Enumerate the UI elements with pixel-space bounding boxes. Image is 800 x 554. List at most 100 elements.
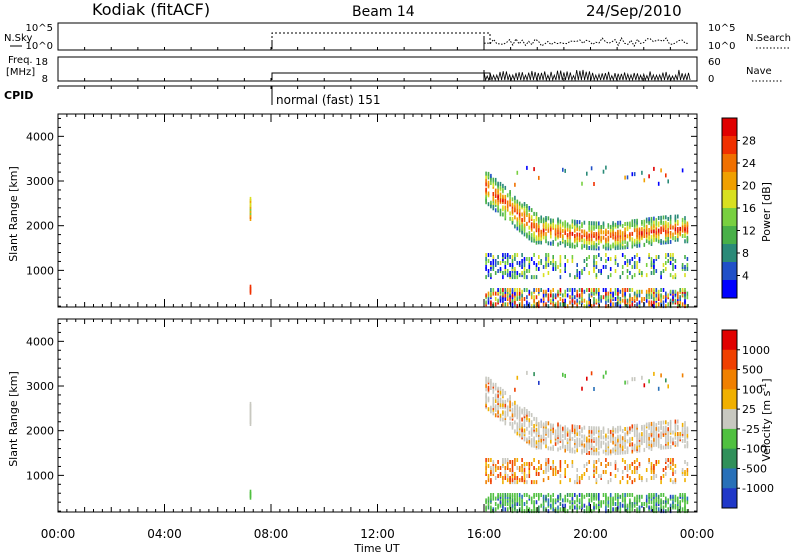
power-cell: [564, 263, 566, 267]
power-cell: [552, 218, 554, 223]
velocity-cell: [559, 480, 562, 485]
power-cell: [578, 293, 581, 298]
velocity-cell: [559, 424, 562, 429]
power-cell: [605, 259, 607, 263]
velocity-cell: [667, 421, 669, 426]
power-cell: [583, 267, 586, 271]
velocity-cell: [497, 466, 499, 470]
velocity-cell: [516, 458, 519, 462]
power-cell: [667, 179, 669, 184]
power-cell: [621, 234, 624, 239]
velocity-cell: [643, 383, 646, 388]
power-cell: [485, 178, 487, 183]
velocity-cell: [600, 430, 602, 434]
power-cell: [578, 275, 581, 280]
velocity-cell: [609, 500, 612, 505]
velocity-cell: [535, 468, 538, 472]
power-cell: [684, 273, 686, 278]
velocity-cell: [509, 468, 511, 472]
power-cell: [641, 271, 643, 275]
power-cell: [684, 223, 686, 228]
velocity-cell: [523, 407, 526, 411]
power-cell: [600, 257, 602, 261]
velocity-cell: [554, 432, 557, 437]
power-cell: [516, 297, 519, 301]
velocity-cell: [643, 502, 646, 506]
velocity-cell: [485, 505, 487, 510]
power-cell: [662, 300, 665, 305]
power-cell: [638, 269, 641, 273]
velocity-cell: [621, 445, 624, 450]
power-cell: [598, 232, 600, 237]
power-cell: [509, 190, 511, 194]
velocity-cell: [514, 404, 516, 409]
velocity-cell: [605, 464, 607, 468]
power-cell: [521, 302, 523, 307]
velocity-cell: [609, 429, 612, 434]
power-cell: [624, 236, 626, 241]
power-cell: [581, 229, 583, 234]
power-cell: [609, 232, 612, 236]
velocity-cell: [521, 503, 523, 508]
power-cell: [533, 167, 535, 172]
velocity-cell: [624, 503, 626, 508]
velocity-cell: [557, 429, 559, 434]
velocity-cell: [550, 494, 552, 499]
velocity-cell: [653, 437, 655, 442]
power-cell: [626, 288, 629, 292]
velocity-cell: [612, 507, 614, 512]
velocity-cell: [514, 420, 516, 425]
velocity-cell: [609, 462, 612, 466]
power-cell: [665, 229, 667, 234]
velocity-cell: [617, 468, 619, 472]
power-cell: [677, 295, 679, 300]
velocity-cell: [487, 478, 490, 483]
velocity-cell: [636, 466, 638, 470]
power-cell: [535, 263, 538, 267]
power-cell: [636, 233, 638, 238]
power-cell: [518, 288, 521, 292]
velocity-cell: [557, 509, 559, 514]
y-tick-label: 1000: [26, 469, 54, 482]
velocity-cell: [506, 507, 509, 512]
velocity-cell: [600, 462, 602, 466]
power-cell: [669, 273, 672, 278]
power-cell: [550, 227, 552, 232]
velocity-cell: [614, 496, 617, 501]
power-cell: [523, 273, 526, 278]
velocity-cell: [605, 470, 607, 474]
power-cell: [655, 304, 658, 309]
power-cell: [677, 219, 679, 224]
power-cell: [645, 293, 648, 298]
power-cell: [660, 298, 662, 303]
power-cell: [514, 206, 516, 211]
power-cell: [504, 214, 507, 219]
power-cell: [586, 304, 588, 309]
velocity-cell: [518, 466, 521, 470]
power-cell: [665, 261, 667, 265]
power-cell: [686, 267, 689, 271]
velocity-cell: [535, 427, 538, 432]
power-cell: [657, 181, 660, 186]
power-cell: [602, 295, 605, 300]
velocity-cell: [535, 493, 538, 497]
velocity-cell: [665, 509, 667, 514]
velocity-cell: [631, 462, 634, 466]
velocity-cell: [648, 445, 650, 450]
velocity-cell: [516, 496, 519, 501]
power-cell: [576, 236, 578, 240]
velocity-cell: [535, 507, 538, 512]
power-cell: [617, 237, 619, 241]
velocity-cell: [581, 386, 583, 391]
velocity-cell: [583, 472, 586, 476]
power-cell: [593, 182, 595, 186]
power-cell: [607, 295, 610, 300]
power-cell: [550, 230, 552, 235]
power-cell: [494, 181, 497, 186]
power-cell: [612, 291, 614, 296]
velocity-cell: [614, 507, 617, 512]
power-cell: [542, 222, 545, 227]
velocity-cell: [672, 430, 674, 435]
velocity-cell: [504, 502, 507, 506]
velocity-cell: [614, 460, 617, 464]
